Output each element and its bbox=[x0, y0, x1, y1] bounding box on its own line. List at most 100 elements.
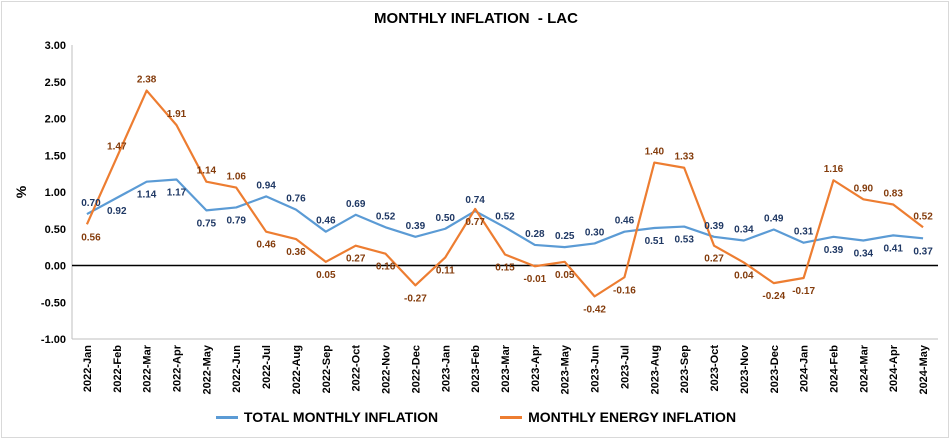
x-tick-label: 2022-Aug bbox=[291, 345, 303, 395]
x-tick-label: 2023-Nov bbox=[739, 344, 751, 394]
legend-swatch-energy bbox=[500, 415, 523, 419]
series-line-total bbox=[86, 178, 924, 249]
data-label: 0.04 bbox=[734, 271, 754, 282]
data-label: 0.15 bbox=[495, 262, 515, 273]
x-tick-label: 2022-Dec bbox=[410, 345, 422, 393]
data-label: 0.39 bbox=[406, 221, 426, 232]
legend-item-total: TOTAL MONTHLY INFLATION bbox=[215, 409, 439, 425]
data-label: 0.05 bbox=[316, 270, 336, 281]
data-label: 0.53 bbox=[674, 235, 694, 246]
data-label: 0.27 bbox=[704, 254, 724, 265]
data-label: 0.39 bbox=[824, 245, 844, 256]
data-label: 0.46 bbox=[615, 216, 635, 227]
data-label: -0.01 bbox=[523, 274, 546, 285]
x-tick-label: 2023-Apr bbox=[530, 344, 542, 392]
data-label: 1.14 bbox=[197, 166, 217, 177]
series-layer bbox=[85, 89, 924, 298]
x-tick-label: 2024-Apr bbox=[888, 344, 900, 392]
y-tick-label: 3.00 bbox=[45, 40, 66, 52]
data-label: 0.11 bbox=[436, 265, 455, 276]
data-label: 1.16 bbox=[824, 164, 844, 175]
data-label: 0.36 bbox=[286, 247, 306, 258]
y-tick-label: 1.00 bbox=[45, 187, 66, 199]
data-label: 0.41 bbox=[883, 243, 903, 254]
data-label: 1.14 bbox=[137, 190, 157, 201]
data-label: 0.28 bbox=[525, 229, 545, 240]
data-label: -0.16 bbox=[613, 285, 636, 296]
data-label: 0.90 bbox=[854, 183, 874, 194]
y-tick-label: 2.50 bbox=[45, 77, 66, 89]
data-label: 1.47 bbox=[107, 141, 127, 152]
x-tick-label: 2023-Jan bbox=[440, 345, 452, 392]
y-tick-label: -0.50 bbox=[41, 297, 66, 309]
x-axis: 2022-Jan 2022-Feb 2022-Mar 2022-Apr 2022-May… bbox=[72, 264, 938, 395]
data-label: 0.69 bbox=[346, 199, 366, 210]
x-tick-label: 2023-Jul bbox=[619, 345, 631, 389]
x-tick-label: 2023-May bbox=[560, 344, 572, 394]
y-tick-label: -1.00 bbox=[41, 334, 66, 346]
data-label: 0.79 bbox=[227, 215, 247, 226]
x-tick-label: 2023-Oct bbox=[709, 345, 721, 392]
x-tick-label: 2024-Jan bbox=[799, 345, 811, 392]
x-tick-label: 2024-Feb bbox=[828, 345, 840, 393]
data-label: 0.50 bbox=[436, 213, 456, 224]
data-label: 0.46 bbox=[256, 240, 276, 251]
data-labels: 0.70 0.92 1.14 1.17 0.75 0.79 0.94 0.76 0.46 0.69… bbox=[81, 75, 933, 316]
y-tick-label: 0.00 bbox=[45, 261, 66, 273]
data-label: 0.92 bbox=[107, 206, 127, 217]
data-label: 2.38 bbox=[137, 75, 157, 86]
x-tick-label: 2023-Dec bbox=[769, 345, 781, 393]
data-label: 0.75 bbox=[197, 218, 217, 229]
data-label: 0.05 bbox=[555, 270, 575, 281]
data-label: 0.52 bbox=[913, 211, 933, 222]
legend-swatch-total bbox=[215, 415, 238, 419]
series-line-energy bbox=[85, 89, 924, 298]
legend-label-total: TOTAL MONTHLY INFLATION bbox=[243, 409, 439, 425]
x-tick-label: 2022-May bbox=[201, 344, 213, 394]
data-label: 0.16 bbox=[376, 262, 396, 273]
data-label: 0.31 bbox=[794, 227, 814, 238]
data-label: 0.77 bbox=[465, 217, 485, 228]
data-label: 0.30 bbox=[585, 227, 605, 238]
y-axis: 3.00 2.50 2.00 1.50 1.00 0.50 0.00 -0.50 -1.00 bbox=[41, 40, 73, 346]
chart-title: MONTHLY INFLATION - LAC bbox=[374, 10, 578, 27]
data-label: 0.27 bbox=[346, 254, 366, 265]
x-tick-label: 2022-Jan bbox=[82, 345, 94, 392]
data-label: 0.56 bbox=[81, 232, 101, 243]
data-label: 0.70 bbox=[81, 198, 101, 209]
x-tick-label: 2024-May bbox=[918, 344, 930, 394]
data-label: 0.34 bbox=[854, 249, 874, 260]
x-tick-label: 2024-Mar bbox=[858, 344, 870, 392]
x-tick-label: 2022-Mar bbox=[142, 344, 154, 392]
data-label: 1.06 bbox=[227, 172, 247, 183]
data-label: -0.24 bbox=[762, 291, 785, 302]
x-tick-label: 2022-Jun bbox=[231, 345, 243, 393]
x-tick-label: 2022-Sep bbox=[321, 345, 333, 394]
x-tick-label: 2023-Aug bbox=[649, 345, 661, 395]
data-label: 0.76 bbox=[286, 194, 306, 205]
data-label: 0.51 bbox=[645, 236, 665, 247]
data-label: -0.42 bbox=[583, 304, 606, 315]
data-label: 0.25 bbox=[555, 231, 575, 242]
data-label: 1.17 bbox=[167, 188, 187, 199]
data-label: 0.34 bbox=[734, 225, 754, 236]
data-label: 0.94 bbox=[256, 180, 276, 191]
x-tick-label: 2023-Feb bbox=[470, 345, 482, 393]
data-label: -0.17 bbox=[792, 286, 815, 297]
data-label: 0.83 bbox=[883, 188, 903, 199]
data-label: 0.74 bbox=[465, 195, 485, 206]
x-tick-label: 2022-Feb bbox=[112, 345, 124, 393]
data-label: 0.49 bbox=[764, 213, 784, 224]
x-tick-label: 2023-Mar bbox=[500, 344, 512, 392]
x-tick-label: 2022-Jul bbox=[261, 345, 273, 389]
y-tick-label: 0.50 bbox=[45, 224, 66, 236]
x-tick-label: 2022-Apr bbox=[172, 344, 184, 392]
data-label: 0.37 bbox=[913, 246, 933, 257]
x-tick-label: 2023-Jun bbox=[590, 345, 602, 393]
x-tick-label: 2023-Sep bbox=[679, 345, 691, 394]
legend: TOTAL MONTHLY INFLATION MONTHLY ENERGY I… bbox=[0, 409, 952, 425]
data-label: 0.52 bbox=[376, 211, 396, 222]
data-label: 1.91 bbox=[167, 109, 187, 120]
